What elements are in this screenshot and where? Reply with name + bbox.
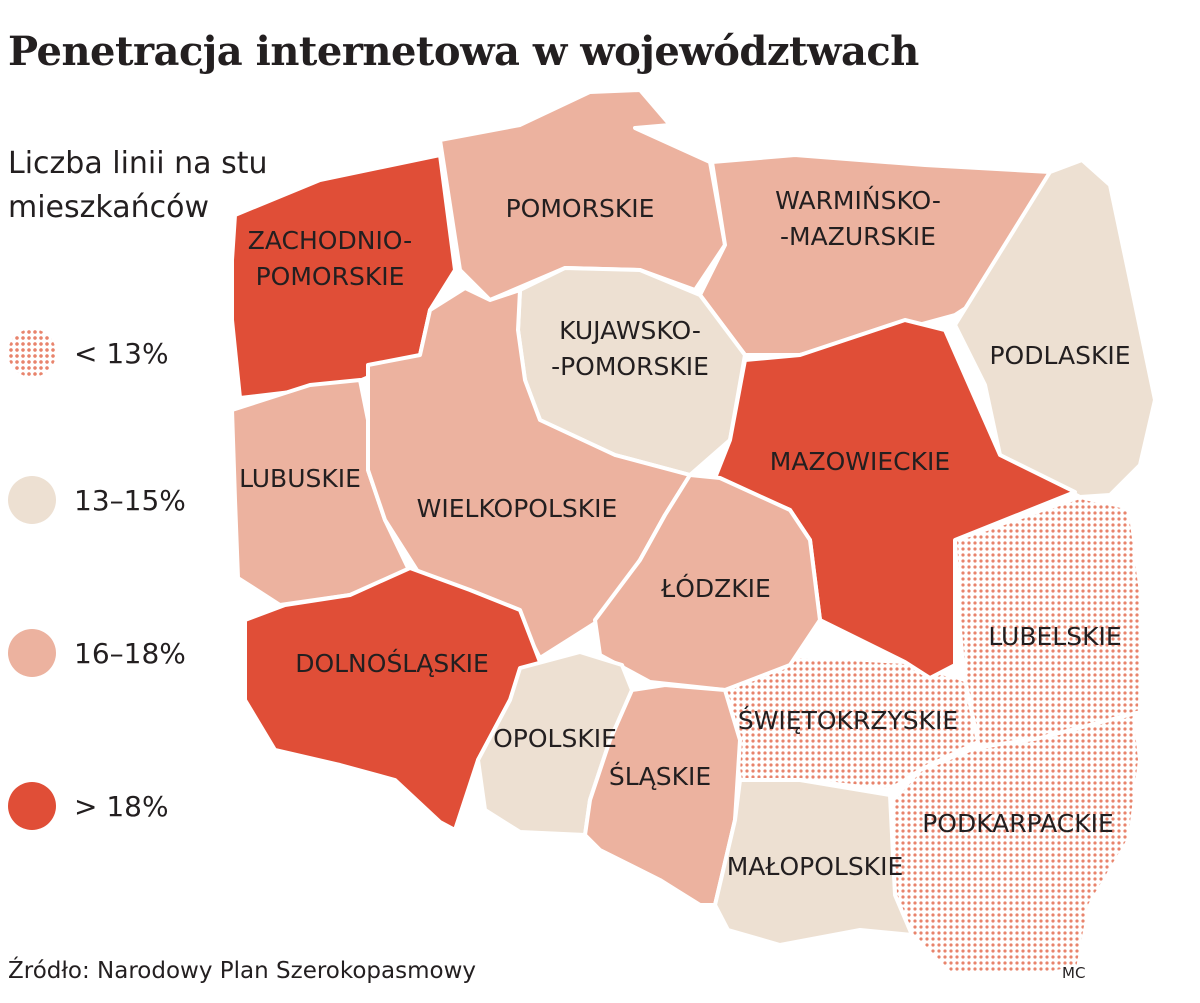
legend-item-16-18: 16–18% (8, 628, 186, 678)
map-subtitle: Liczba linii na stu mieszkańców (8, 146, 268, 225)
region-malopolskie (713, 778, 914, 947)
map-title: Penetracja internetowa w województwach (8, 28, 919, 75)
red-swatch-icon (8, 782, 56, 830)
beige-swatch-icon (8, 476, 56, 524)
legend-item-gt18: > 18% (8, 781, 169, 831)
region-label-podlaskie: PODLASKIE (989, 341, 1130, 370)
region-podlaskie (953, 158, 1157, 499)
dotted-swatch-icon (8, 329, 56, 377)
region-label-pomorskie: POMORSKIE (506, 194, 655, 223)
region-label-wielkopolskie: WIELKOPOLSKIE (417, 494, 618, 523)
author-credit: MC (1062, 964, 1086, 982)
legend-label: 13–15% (74, 483, 186, 517)
salmon-swatch-icon (8, 629, 56, 677)
region-label-slaskie: ŚLĄSKIE (609, 761, 711, 791)
region-label-swietokrzyskie: ŚWIĘTOKRZYSKIE (738, 705, 958, 735)
region-label-lubelskie: LUBELSKIE (988, 622, 1121, 651)
region-label-warminsko-mazurskie: -MAZURSKIE (780, 222, 936, 251)
region-label-lubuskie: LUBUSKIE (239, 464, 361, 493)
legend-item-13-15: 13–15% (8, 475, 186, 525)
legend-label: 16–18% (74, 636, 186, 670)
region-label-opolskie: OPOLSKIE (493, 724, 617, 753)
legend-label: < 13% (74, 336, 169, 370)
region-label-podkarpackie: PODKARPACKIE (922, 809, 1114, 838)
region-label-kujawsko-pomorskie: -POMORSKIE (551, 352, 709, 381)
legend-item-lt13: < 13% (8, 328, 169, 378)
legend-label: > 18% (74, 789, 169, 823)
region-label-dolnoslaskie: DOLNOŚLĄSKIE (295, 648, 489, 678)
region-warminsko-mazurskie (698, 153, 1052, 357)
region-slaskie (583, 683, 742, 907)
region-label-zachodniopomorskie: ZACHODNIO- (248, 226, 412, 255)
region-lubuskie (230, 378, 412, 607)
source-note: Źródło: Narodowy Plan Szerokopasmowy (8, 958, 477, 984)
region-label-warminsko-mazurskie: WARMIŃSKO- (775, 186, 941, 215)
region-label-zachodniopomorskie: POMORSKIE (256, 262, 405, 291)
region-label-malopolskie: MAŁOPOLSKIE (727, 852, 904, 881)
region-label-mazowieckie: MAZOWIECKIE (770, 447, 950, 476)
region-label-lodzkie: ŁÓDZKIE (660, 573, 771, 603)
region-lubelskie (953, 495, 1144, 750)
region-label-kujawsko-pomorskie: KUJAWSKO- (559, 316, 701, 345)
